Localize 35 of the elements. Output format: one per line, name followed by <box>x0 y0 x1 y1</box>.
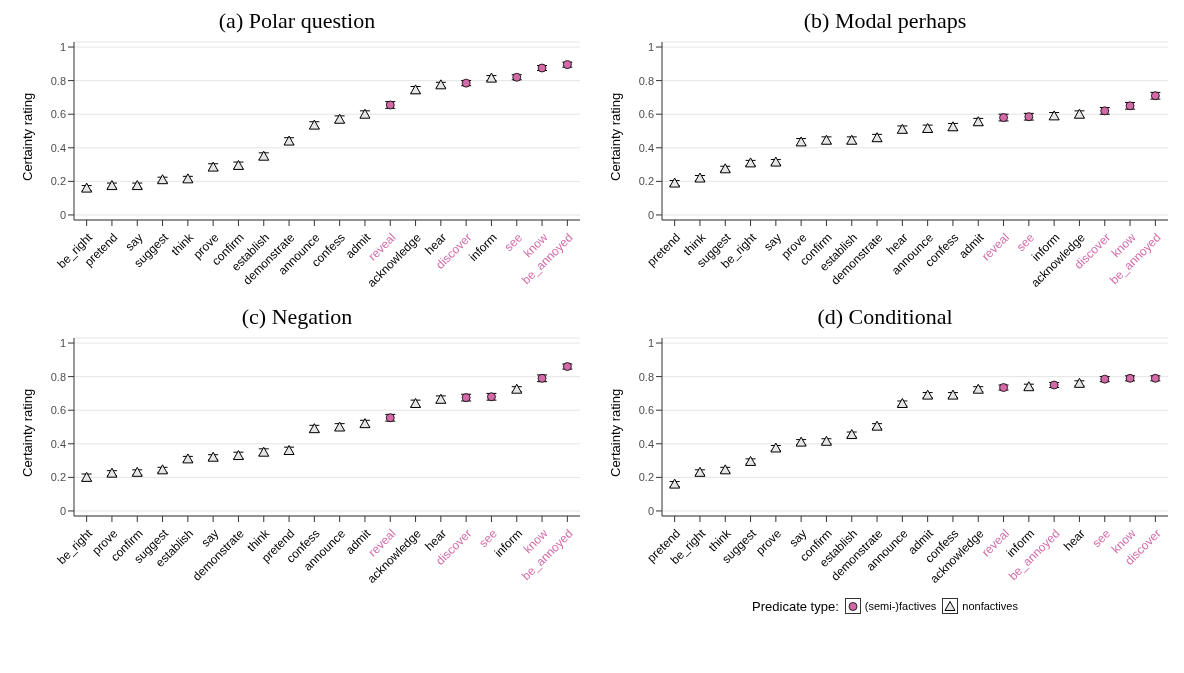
chart-title: (a) Polar question <box>217 8 377 35</box>
legend-label: (semi-)factives <box>864 600 937 612</box>
y-tick-label: 0.6 <box>50 108 66 121</box>
y-tick-label: 0.2 <box>638 471 654 484</box>
y-tick-label: 0.4 <box>50 437 66 450</box>
y-tick-label: 0.2 <box>638 175 654 188</box>
y-tick-label: 1 <box>59 40 66 53</box>
y-tick-label: 0.4 <box>50 141 66 154</box>
y-tick-label: 0.8 <box>50 370 66 383</box>
y-tick-label: 0.8 <box>638 370 654 383</box>
y-axis-title: Certainty rating <box>19 92 35 181</box>
chart-title: (d) Conditional <box>816 304 954 331</box>
y-tick-label: 1 <box>647 336 654 349</box>
y-tick-label: 1 <box>59 336 66 349</box>
legend-title: Predicate type: <box>752 598 839 614</box>
chart-title: (c) Negation <box>240 304 354 331</box>
chart-title: (b) Modal perhaps <box>802 8 968 35</box>
y-tick-label: 0.6 <box>638 404 654 417</box>
y-tick-label: 0 <box>647 504 654 517</box>
y-axis-title: Certainty rating <box>19 388 35 477</box>
y-axis-title: Certainty rating <box>607 92 623 181</box>
y-tick-label: 0.4 <box>638 437 654 450</box>
y-tick-label: 1 <box>647 40 654 53</box>
y-tick-label: 0.4 <box>638 141 654 154</box>
y-tick-label: 0.6 <box>50 404 66 417</box>
y-tick-label: 0.2 <box>50 471 66 484</box>
y-tick-label: 0.6 <box>638 108 654 121</box>
y-tick-label: 0.8 <box>638 74 654 87</box>
y-tick-label: 0 <box>647 208 654 221</box>
y-tick-label: 0 <box>59 504 66 517</box>
legend-label: nonfactives <box>962 600 1018 612</box>
y-axis-title: Certainty rating <box>607 388 623 477</box>
y-tick-label: 0 <box>59 208 66 221</box>
y-tick-label: 0.8 <box>50 74 66 87</box>
y-tick-label: 0.2 <box>50 175 66 188</box>
